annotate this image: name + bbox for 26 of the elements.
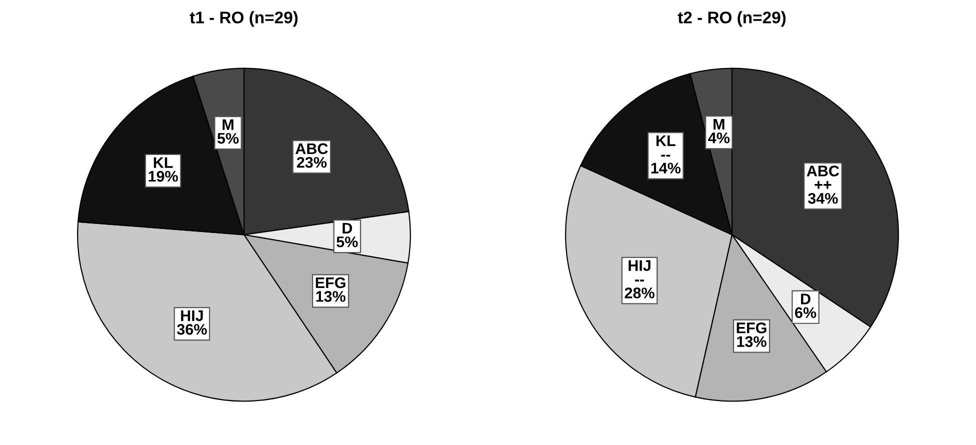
chart-title: t2 - RO (n=29)	[678, 11, 786, 27]
slice-label: M	[222, 119, 234, 130]
data-label: 23%	[296, 156, 327, 168]
slice-label: ABC ++	[806, 166, 840, 189]
slice-label: ABC	[296, 143, 328, 154]
data-label: 4%	[708, 132, 730, 144]
data-label: 5%	[336, 236, 358, 248]
data-label: 36%	[177, 324, 207, 335]
data-label: 13%	[737, 336, 766, 348]
slice-label: D	[342, 222, 352, 234]
data-label: 6%	[795, 307, 816, 318]
slice-label: M	[714, 118, 724, 130]
data-label: 28%	[624, 288, 654, 298]
slice-label: D	[801, 294, 810, 304]
slice-label: HIJ	[181, 310, 203, 322]
slice-label: EFG	[316, 277, 346, 288]
chart-title: t1 - RO (n=29)	[190, 11, 298, 27]
data-label: 13%	[316, 291, 346, 302]
data-label: 14%	[651, 162, 681, 174]
slice-label: KL	[154, 157, 173, 168]
data-label: 34%	[808, 192, 838, 204]
data-label: 5%	[217, 132, 239, 144]
slice-label: KL --	[656, 135, 676, 157]
slice-label: EFG	[736, 322, 766, 334]
data-label: 19%	[148, 170, 178, 182]
slice-label: HIJ --	[628, 260, 650, 282]
